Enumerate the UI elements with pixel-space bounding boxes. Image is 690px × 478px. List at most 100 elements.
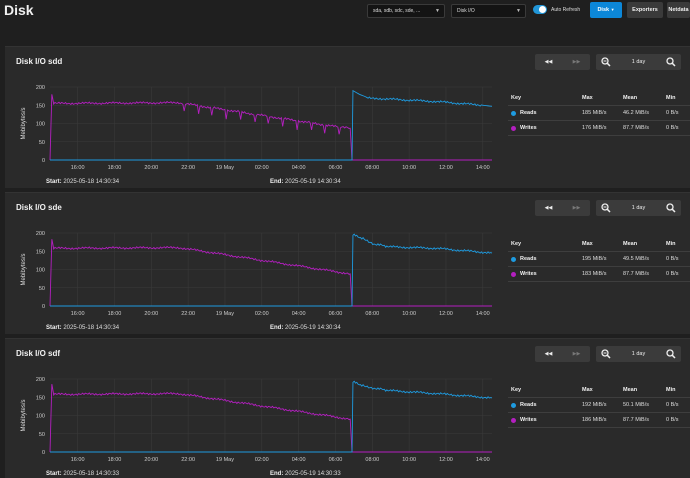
y-tick-label: 100	[36, 268, 45, 274]
legend-header-row: Key Max Mean Min	[508, 383, 690, 398]
legend-min-value: 0 B/s	[666, 256, 679, 262]
legend-row-reads[interactable]: Reads 192 MiB/s 50.1 MiB/s 0 B/s	[508, 398, 690, 413]
legend-min-value: 0 B/s	[666, 110, 679, 116]
legend-mean-header: Mean	[623, 241, 638, 247]
start-value: 2025-05-18 14:30:34	[63, 325, 120, 331]
x-tick-label: 06:00	[329, 457, 343, 463]
legend-min-header: Min	[666, 95, 676, 101]
fast-forward-icon: ▶▶	[572, 351, 581, 357]
zoom-range-label: 1 day	[631, 351, 646, 357]
legend-max-header: Max	[582, 95, 593, 101]
zoom-control: 1 day	[596, 346, 681, 362]
start-value: 2025-05-18 14:30:33	[63, 471, 120, 477]
y-tick-label: 100	[36, 414, 45, 420]
chevron-down-icon: ▼	[610, 7, 615, 12]
x-tick-label: 06:00	[329, 311, 343, 317]
legend-series-label: Reads	[520, 110, 537, 116]
zoom-out-button[interactable]	[596, 200, 616, 216]
series-line-writes	[49, 239, 492, 307]
x-tick-label: 18:00	[108, 165, 122, 171]
netdata-button[interactable]: Netdata	[667, 2, 690, 18]
fast-forward-icon: ▶▶	[572, 205, 581, 211]
rewind-icon: ◀◀	[544, 205, 553, 211]
legend-mean-value: 50.1 MiB/s	[623, 402, 649, 408]
legend-row-writes[interactable]: Writes 183 MiB/s 87.7 MiB/s 0 B/s	[508, 267, 690, 282]
start-label: Start:	[46, 325, 62, 331]
x-tick-label: 14:00	[476, 457, 490, 463]
y-tick-label: 0	[42, 304, 45, 310]
x-tick-label: 08:00	[365, 165, 379, 171]
disk-io-panel: Disk I/O sdd ◀◀ ▶▶ 1 day Key Max Mean Min Reads 1…	[5, 46, 690, 188]
fast-forward-button[interactable]: ▶▶	[563, 54, 590, 70]
legend-max-value: 185 MiB/s	[582, 110, 607, 116]
disk-button-label: Disk	[597, 7, 610, 13]
rewind-button[interactable]: ◀◀	[535, 54, 562, 70]
y-tick-label: 200	[36, 231, 45, 237]
x-tick-label: 10:00	[402, 457, 416, 463]
end-value: 2025-05-19 14:30:34	[285, 325, 341, 331]
disk-io-chart: Mebibytes/s 0 50 100 150 200 16:00 18:00 20:00 22…	[21, 85, 493, 171]
legend-min-value: 0 B/s	[666, 125, 679, 131]
end-time: End: 2025-05-19 14:30:34	[270, 179, 341, 185]
rewind-button[interactable]: ◀◀	[535, 200, 562, 216]
legend-row-reads[interactable]: Reads 185 MiB/s 46.2 MiB/s 0 B/s	[508, 106, 690, 121]
legend-series-label: Writes	[520, 271, 537, 277]
legend-row-writes[interactable]: Writes 176 MiB/s 87.7 MiB/s 0 B/s	[508, 121, 690, 136]
zoom-out-button[interactable]	[596, 54, 616, 70]
zoom-in-button[interactable]	[661, 54, 681, 70]
y-axis-label: Mebibytes/s	[21, 399, 27, 431]
fast-forward-button[interactable]: ▶▶	[563, 200, 590, 216]
rewind-button[interactable]: ◀◀	[535, 346, 562, 362]
series-line-reads	[50, 233, 493, 307]
y-tick-label: 200	[36, 85, 45, 91]
y-tick-label: 150	[36, 103, 45, 109]
legend-dot-writes	[511, 272, 516, 277]
legend-dot-reads	[511, 403, 516, 408]
legend-key-header: Key	[511, 241, 522, 247]
metric-select[interactable]: Disk I/O ▼	[451, 4, 526, 18]
x-tick-label: 22:00	[181, 165, 195, 171]
y-tick-label: 0	[42, 450, 45, 456]
legend-max-value: 183 MiB/s	[582, 271, 607, 277]
legend-max-header: Max	[582, 241, 593, 247]
time-nav-control: ◀◀ ▶▶	[535, 200, 590, 216]
auto-refresh-toggle[interactable]	[533, 5, 547, 14]
panel-title: Disk I/O sdd	[16, 57, 63, 66]
series-line-reads	[50, 380, 493, 453]
legend-min-header: Min	[666, 241, 676, 247]
zoom-in-button[interactable]	[661, 200, 681, 216]
fast-forward-button[interactable]: ▶▶	[563, 346, 590, 362]
chevron-down-icon: ▼	[435, 8, 440, 14]
chart-legend: Key Max Mean Min Reads 195 MiB/s 49.5 MiB/s 0 B…	[508, 237, 690, 282]
zoom-in-icon	[666, 203, 676, 213]
legend-dot-reads	[511, 257, 516, 262]
legend-max-value: 195 MiB/s	[582, 256, 607, 262]
x-tick-label: 12:00	[439, 311, 453, 317]
chart-legend: Key Max Mean Min Reads 192 MiB/s 50.1 MiB/s 0 B…	[508, 383, 690, 428]
panel-title: Disk I/O sdf	[16, 349, 61, 358]
x-tick-label: 19 May	[216, 457, 234, 463]
end-value: 2025-05-19 14:30:34	[285, 179, 341, 185]
x-tick-label: 20:00	[144, 165, 158, 171]
time-nav-control: ◀◀ ▶▶	[535, 54, 590, 70]
legend-row-reads[interactable]: Reads 195 MiB/s 49.5 MiB/s 0 B/s	[508, 252, 690, 267]
start-time: Start: 2025-05-18 14:30:34	[46, 325, 119, 331]
disk-select[interactable]: sda, sdb, sdc, sde, ... ▼	[367, 4, 445, 18]
zoom-out-button[interactable]	[596, 346, 616, 362]
disk-io-panel: Disk I/O sde ◀◀ ▶▶ 1 day Key Max Mean Min Reads 1…	[5, 192, 690, 334]
legend-row-writes[interactable]: Writes 186 MiB/s 87.7 MiB/s 0 B/s	[508, 413, 690, 428]
legend-series-label: Reads	[520, 402, 537, 408]
x-tick-label: 04:00	[292, 457, 306, 463]
y-tick-label: 200	[36, 377, 45, 383]
end-value: 2025-05-19 14:30:33	[285, 471, 341, 477]
disk-io-panel: Disk I/O sdf ◀◀ ▶▶ 1 day Key Max Mean Min Reads 1…	[5, 338, 690, 478]
exporters-button[interactable]: Exporters	[627, 2, 663, 18]
zoom-in-button[interactable]	[661, 346, 681, 362]
start-time: Start: 2025-05-18 14:30:33	[46, 471, 119, 477]
zoom-range-label: 1 day	[631, 59, 646, 65]
legend-mean-value: 49.5 MiB/s	[623, 256, 649, 262]
end-time: End: 2025-05-19 14:30:33	[270, 471, 341, 477]
end-label: End:	[270, 325, 284, 331]
x-tick-label: 22:00	[181, 311, 195, 317]
disk-button[interactable]: Disk ▼	[590, 2, 622, 18]
